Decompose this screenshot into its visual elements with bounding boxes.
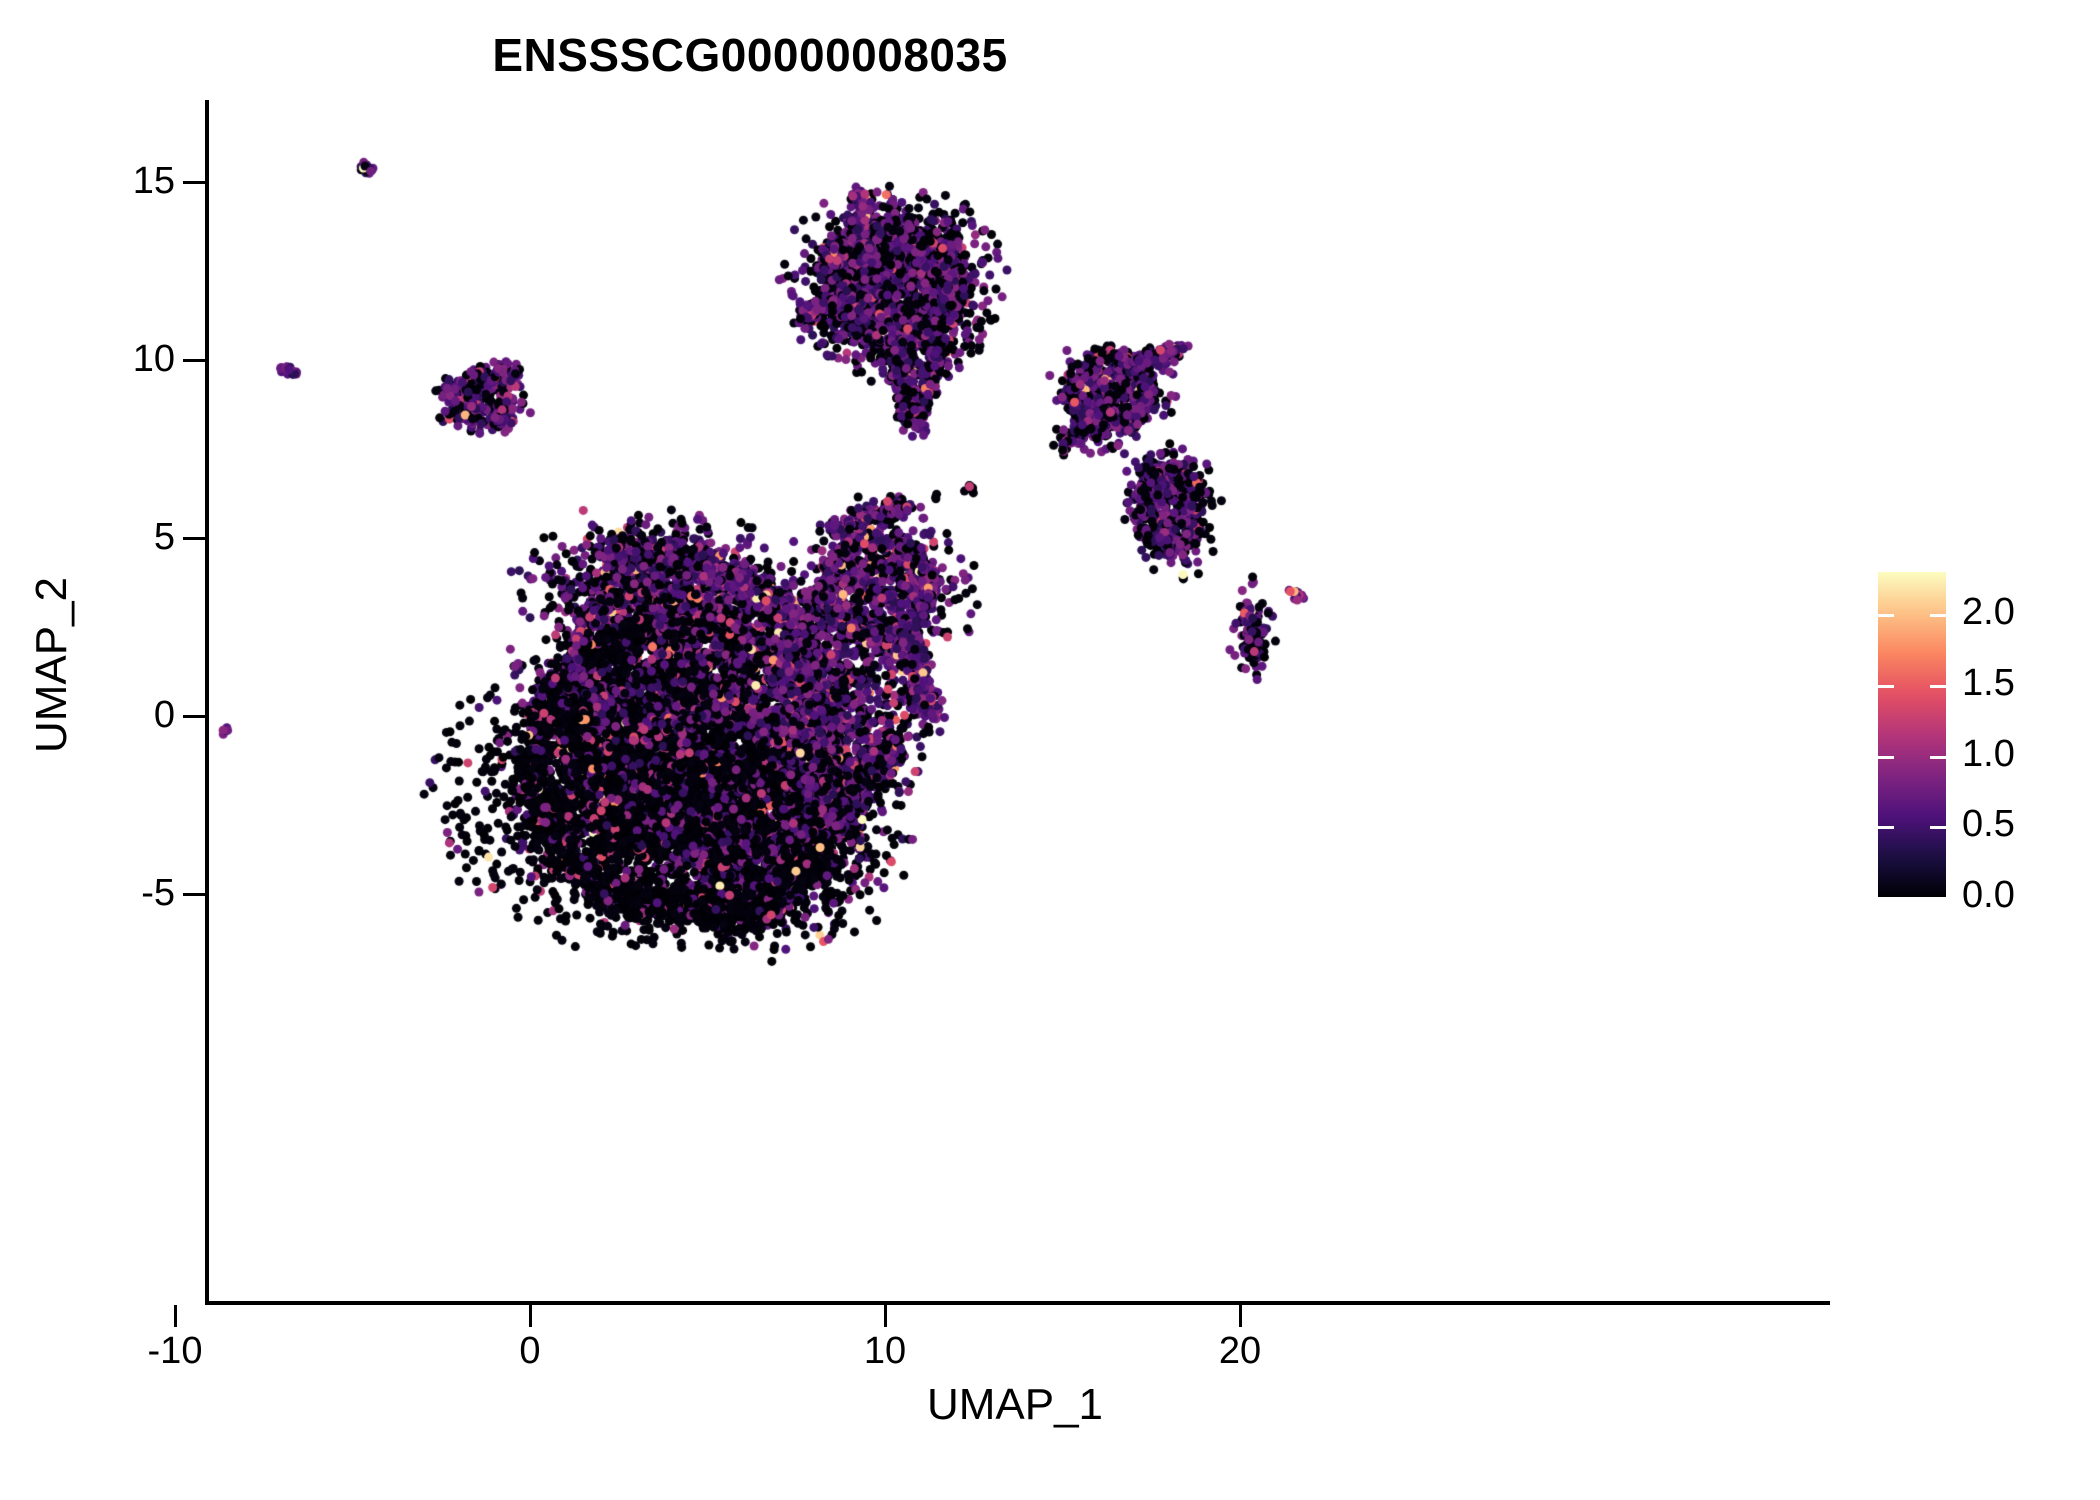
colorbar-tick-label: 1.0 [1962, 732, 2015, 775]
y-tick-mark [183, 715, 205, 718]
x-tick-label: -10 [147, 1330, 203, 1372]
y-tick-mark [183, 537, 205, 540]
colorbar-tick-mark [1878, 685, 1946, 689]
y-tick-mark [183, 359, 205, 362]
y-tick-label: -5 [141, 872, 175, 914]
x-tick-mark [174, 1305, 177, 1327]
y-axis-title: UMAP_2 [27, 576, 76, 754]
x-tick-label: 20 [1218, 1330, 1262, 1372]
x-tick-label: 0 [519, 1330, 541, 1372]
x-tick-label: 10 [863, 1330, 907, 1372]
colorbar-tick-label: 2.0 [1962, 591, 2015, 634]
colorbar-tick-mark [1878, 826, 1946, 830]
colorbar-tick-label: 1.5 [1962, 662, 2015, 705]
y-tick-mark [183, 181, 205, 184]
y-tick-label: 10 [132, 338, 175, 380]
colorbar-tick-mark [1878, 614, 1946, 618]
x-axis-line [205, 1301, 1830, 1305]
y-tick-label: 0 [153, 694, 175, 736]
colorbar-tick-label: 0.0 [1962, 874, 2015, 916]
x-tick-mark [1239, 1305, 1242, 1327]
y-tick-mark [183, 893, 205, 896]
colorbar-tick-label: 0.5 [1962, 803, 2015, 846]
y-tick-label: 15 [132, 160, 175, 202]
colorbar-tick-mark [1878, 897, 1946, 900]
x-tick-mark [529, 1305, 532, 1327]
y-tick-label: 5 [153, 516, 175, 558]
color-legend: 2.0 1.5 1.0 0.5 0.0 [1878, 572, 2078, 916]
y-axis-line [205, 100, 209, 1305]
x-tick-mark [884, 1305, 887, 1327]
colorbar [1878, 572, 1946, 897]
x-axis-title: UMAP_1 [926, 1380, 1104, 1429]
colorbar-tick-mark [1878, 755, 1946, 759]
